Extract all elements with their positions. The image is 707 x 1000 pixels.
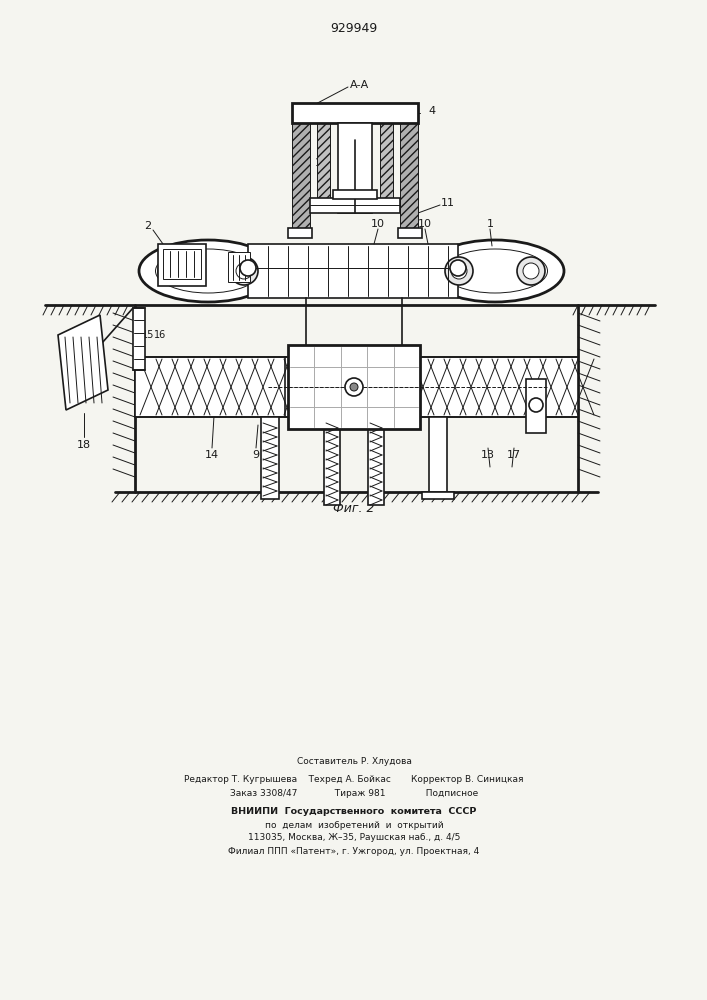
Bar: [133, 308, 145, 370]
Circle shape: [445, 257, 473, 285]
Circle shape: [451, 263, 467, 279]
Bar: [526, 379, 546, 433]
Text: по  делам  изобретений  и  открытий: по делам изобретений и открытий: [264, 820, 443, 830]
Text: 4: 4: [428, 106, 436, 116]
Text: 10: 10: [371, 219, 385, 229]
Bar: [398, 228, 422, 238]
Circle shape: [164, 263, 180, 279]
Bar: [400, 123, 418, 231]
Bar: [368, 417, 384, 505]
Text: 18: 18: [77, 440, 91, 450]
Text: Заказ 3308/47             Тираж 981              Подписное: Заказ 3308/47 Тираж 981 Подписное: [230, 788, 478, 798]
Bar: [292, 123, 310, 231]
Bar: [338, 123, 372, 213]
Text: 10: 10: [418, 219, 432, 229]
Text: 929949: 929949: [330, 21, 378, 34]
Text: А-А: А-А: [351, 80, 370, 90]
Text: 113035, Москва, Ж–35, Раушская наб., д. 4/5: 113035, Москва, Ж–35, Раушская наб., д. …: [248, 834, 460, 842]
Text: Фиг. 2: Фиг. 2: [333, 502, 375, 514]
Ellipse shape: [443, 249, 547, 293]
Bar: [288, 345, 420, 429]
Circle shape: [230, 257, 258, 285]
Bar: [333, 190, 377, 199]
Bar: [317, 123, 330, 198]
Bar: [228, 252, 250, 282]
Bar: [288, 228, 312, 238]
Bar: [324, 417, 340, 505]
Bar: [292, 103, 418, 123]
Ellipse shape: [156, 249, 260, 293]
Text: 14: 14: [205, 450, 219, 460]
Circle shape: [236, 263, 252, 279]
Text: 13: 13: [481, 450, 495, 460]
Text: Филиал ППП «Патент», г. Ужгород, ул. Проектная, 4: Филиал ППП «Патент», г. Ужгород, ул. Про…: [228, 846, 479, 856]
Circle shape: [523, 263, 539, 279]
Bar: [163, 249, 201, 279]
Circle shape: [158, 257, 186, 285]
Text: 1: 1: [486, 219, 493, 229]
Bar: [158, 244, 206, 286]
Ellipse shape: [139, 240, 277, 302]
Bar: [310, 198, 400, 213]
Text: 11: 11: [441, 198, 455, 208]
Bar: [135, 357, 345, 417]
Text: 15: 15: [142, 330, 154, 340]
Circle shape: [345, 378, 363, 396]
Text: Редактор Т. Кугрышева    Техред А. Бойкас       Корректор В. Синицкая: Редактор Т. Кугрышева Техред А. Бойкас К…: [185, 774, 524, 784]
Circle shape: [450, 260, 466, 276]
Bar: [429, 417, 447, 492]
Text: ВНИИПИ  Государственного  комитета  СССР: ВНИИПИ Государственного комитета СССР: [231, 808, 477, 816]
Circle shape: [240, 260, 256, 276]
Circle shape: [350, 383, 358, 391]
Bar: [380, 123, 393, 198]
Text: 17: 17: [507, 450, 521, 460]
Text: 2: 2: [144, 221, 151, 231]
Text: 19: 19: [315, 158, 329, 168]
Bar: [285, 357, 578, 417]
Bar: [248, 244, 458, 298]
Circle shape: [529, 398, 543, 412]
Ellipse shape: [426, 240, 564, 302]
Polygon shape: [58, 315, 108, 410]
Text: 16: 16: [154, 330, 166, 340]
Bar: [422, 492, 454, 499]
Circle shape: [517, 257, 545, 285]
Text: Составитель Р. Хлудова: Составитель Р. Хлудова: [296, 758, 411, 766]
Bar: [261, 417, 279, 499]
Text: 9: 9: [252, 450, 259, 460]
